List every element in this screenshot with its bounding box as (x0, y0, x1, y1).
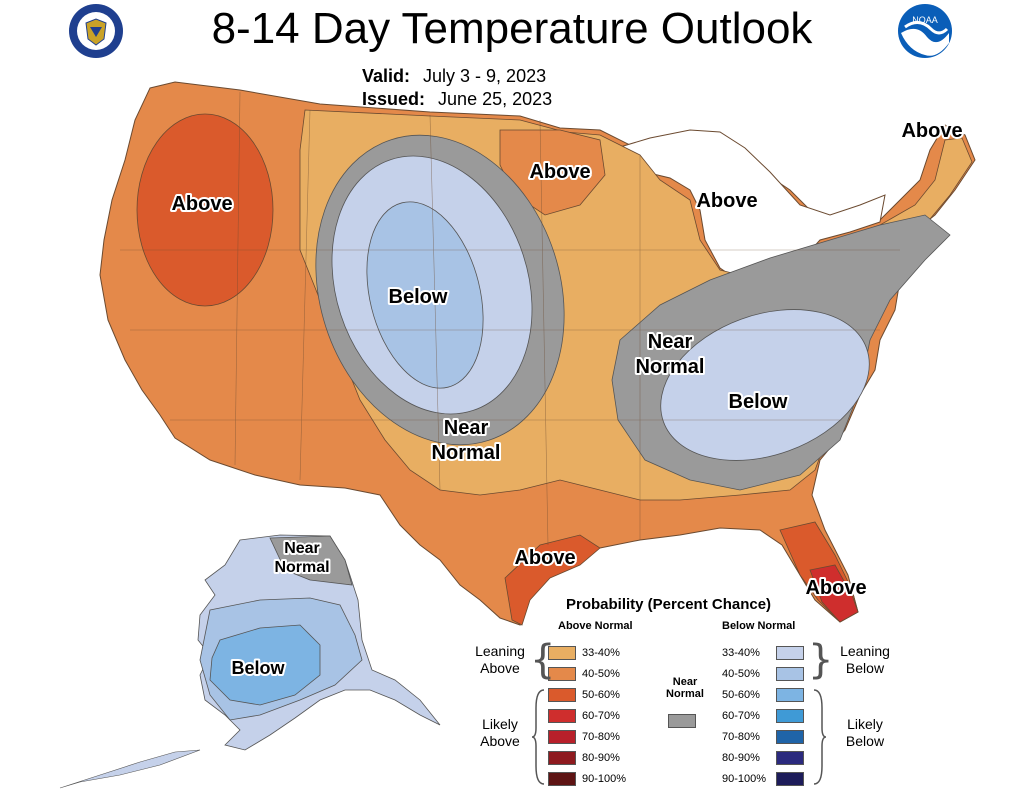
legend-below-header: Below Normal (722, 620, 796, 632)
leaning-above-brace: { (530, 637, 556, 683)
swatch-below-70-80 (776, 730, 804, 744)
leaning-below-line: Below (845, 660, 885, 676)
label-plains-near-1: Near (444, 417, 489, 439)
legend-below-item: 33-40% (722, 647, 760, 659)
likely-above-line: Likely (482, 716, 518, 732)
issued-value: June 25, 2023 (438, 89, 553, 109)
label-east-near-1: Near (648, 331, 693, 353)
noaa-logo-icon: NOAA (898, 4, 952, 58)
legend-title: Probability (Percent Chance) (566, 596, 772, 613)
leaning-below-label: Leaning Below (832, 643, 898, 677)
legend: Probability (Percent Chance) Above Norma… (470, 590, 830, 790)
valid-line: Valid: July 3 - 9, 2023 (362, 66, 546, 87)
page-title: 8-14 Day Temperature Outlook (211, 4, 813, 53)
swatch-above-60-70 (548, 709, 576, 723)
swatch-above-50-60 (548, 688, 576, 702)
legend-above-item: 70-80% (582, 731, 620, 743)
label-alaska-below: Below (231, 658, 285, 678)
leaning-above-label: Leaning Above (470, 643, 530, 677)
legend-near-line: Normal (666, 688, 704, 700)
legend-below-item: 60-70% (722, 710, 760, 722)
alaska-map (59, 534, 441, 789)
label-alaska-near-1: Near (284, 540, 320, 557)
swatch-above-90-100 (548, 772, 576, 786)
state-borders (120, 91, 900, 546)
legend-near-header: Near Normal (660, 676, 710, 700)
legend-below-item: 90-100% (722, 773, 767, 785)
likely-above-brace (532, 689, 545, 785)
legend-above-item: 80-90% (582, 752, 620, 764)
issued-label: Issued: (362, 89, 426, 109)
texas-coast-above-region (504, 534, 601, 626)
great-lakes-water (608, 129, 886, 286)
legend-above-item: 60-70% (582, 710, 620, 722)
legend-above-item: 50-60% (582, 689, 620, 701)
legend-above-item: 90-100% (582, 773, 627, 785)
swatch-near-normal (668, 714, 696, 728)
label-texas-above: Above (514, 547, 575, 569)
label-plains-near-2: Normal (432, 442, 501, 464)
likely-below-brace (813, 689, 826, 785)
legend-below-item: 50-60% (722, 689, 760, 701)
swatch-above-80-90 (548, 751, 576, 765)
valid-value: July 3 - 9, 2023 (423, 66, 547, 86)
legend-above-item: 40-50% (582, 668, 620, 680)
swatch-above-70-80 (548, 730, 576, 744)
label-newengland-above: Above (901, 120, 962, 142)
likely-below-line: Below (845, 733, 885, 749)
label-alaska-near-2: Normal (274, 559, 329, 576)
legend-above-item: 33-40% (582, 647, 620, 659)
label-southeast-below: Below (729, 391, 788, 413)
swatch-below-40-50 (776, 667, 804, 681)
legend-below-item: 70-80% (722, 731, 760, 743)
leaning-above-line: Above (480, 660, 520, 676)
commerce-seal-icon (69, 4, 123, 58)
swatch-below-60-70 (776, 709, 804, 723)
legend-below-item: 40-50% (722, 668, 760, 680)
label-northwest-above: Above (171, 193, 232, 215)
legend-above-header: Above Normal (558, 620, 633, 632)
likely-below-line: Likely (847, 716, 883, 732)
southeast-below-region (660, 309, 870, 461)
plains-below-region (366, 201, 484, 389)
likely-above-line: Above (480, 733, 520, 749)
label-florida-above: Above (805, 577, 866, 599)
label-east-near-2: Normal (636, 356, 705, 378)
swatch-above-33-40 (548, 646, 576, 660)
swatch-above-40-50 (548, 667, 576, 681)
legend-below-item: 80-90% (722, 752, 760, 764)
leaning-below-brace: } (808, 637, 834, 683)
leaning-above-line: Leaning (475, 643, 525, 659)
label-rockies-below: Below (389, 286, 448, 308)
noaa-logo-text: NOAA (912, 15, 938, 25)
label-michigan-above: Above (696, 190, 757, 212)
swatch-below-50-60 (776, 688, 804, 702)
swatch-below-90-100 (776, 772, 804, 786)
leaning-below-line: Leaning (840, 643, 890, 659)
florida-likely-above-region (809, 564, 859, 623)
label-minnesota-above: Above (529, 161, 590, 183)
issued-line: Issued: June 25, 2023 (362, 89, 552, 110)
swatch-below-33-40 (776, 646, 804, 660)
likely-below-label: Likely Below (832, 716, 898, 750)
legend-near-line: Near (672, 676, 698, 688)
valid-label: Valid: (362, 66, 411, 86)
swatch-below-80-90 (776, 751, 804, 765)
likely-above-label: Likely Above (470, 716, 530, 750)
